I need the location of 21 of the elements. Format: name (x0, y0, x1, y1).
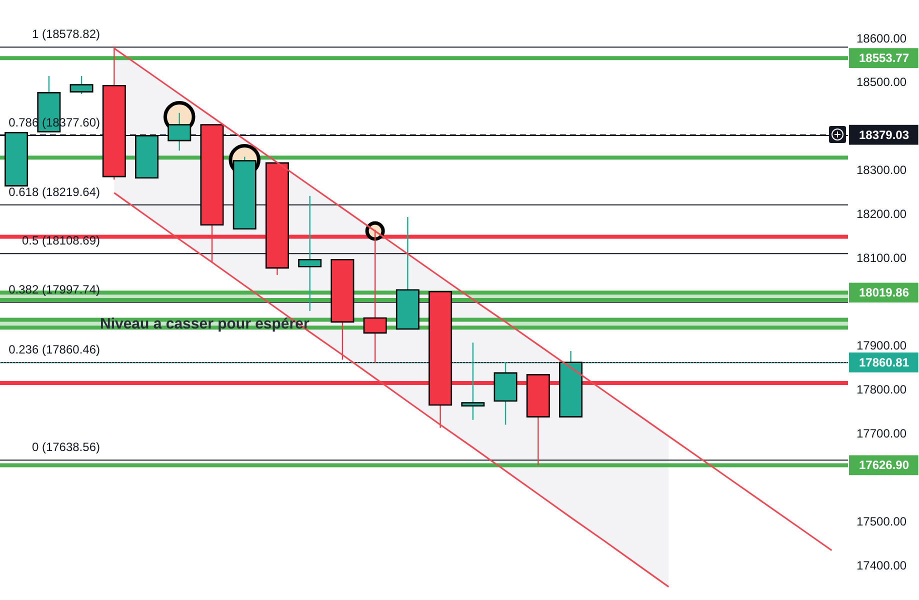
ref-line-label: 18019.86 (858, 286, 910, 300)
y-tick-label: 18600.00 (856, 31, 907, 46)
y-tick-label: 17700.00 (856, 426, 907, 441)
y-tick-label: 18200.00 (856, 206, 907, 221)
ref-line-label: 17626.90 (858, 458, 910, 472)
ref-line-label: 18553.77 (858, 51, 910, 66)
candlestick (298, 195, 322, 312)
annotation: 0.618 (18219.64) (8, 184, 100, 199)
candlestick (70, 75, 94, 95)
y-tick-label: 18100.00 (856, 250, 907, 265)
ref-line-label: 17860.81 (858, 355, 910, 370)
y-tick-label: 17800.00 (856, 382, 907, 397)
ref-line-label: 18379.03 (858, 128, 910, 142)
annotation: 0 (17638.56) (32, 440, 100, 454)
y-tick-label: 17400.00 (856, 558, 907, 572)
annotation: 1 (18578.82) (32, 27, 100, 42)
y-tick-label: 17500.00 (856, 514, 907, 528)
y-tick-label: 18300.00 (856, 163, 907, 178)
annotation: 0.236 (17860.46) (8, 342, 100, 357)
y-tick-label: 17900.00 (856, 338, 907, 353)
y-tick-label: 18500.00 (856, 75, 907, 90)
